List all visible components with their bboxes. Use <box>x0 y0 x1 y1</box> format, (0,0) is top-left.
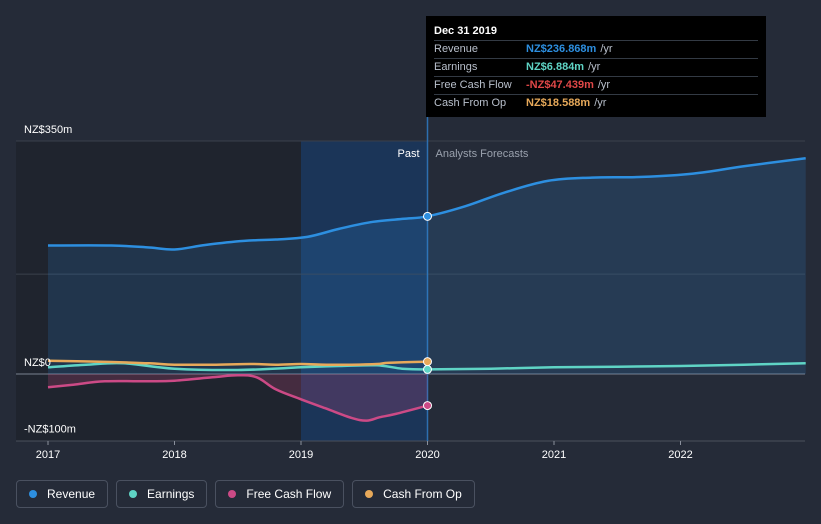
forecast-label: Analysts Forecasts <box>436 148 529 160</box>
tooltip-unit: /yr <box>594 97 607 109</box>
legend-item-earnings[interactable]: Earnings <box>116 480 208 508</box>
legend-dot-icon <box>228 490 237 498</box>
x-tick-label: 2017 <box>36 449 60 461</box>
labels-layer: NZ$350m NZ$0 -NZ$100m 2017 2018 2019 2020 2021 2… <box>24 124 693 461</box>
x-tick-label: 2022 <box>668 449 692 461</box>
tooltip-label: Free Cash Flow <box>434 79 512 91</box>
revenue-line <box>47 157 806 251</box>
past-label: Past <box>397 148 419 160</box>
legend-label: Revenue <box>47 487 96 501</box>
tooltip-label: Cash From Op <box>434 97 507 109</box>
legend-item-cash-from-op[interactable]: Cash From Op <box>352 480 475 508</box>
series-layer <box>47 157 806 422</box>
legend-label: Free Cash Flow <box>246 487 332 501</box>
x-tick-label: 2021 <box>542 449 566 461</box>
legend-item-revenue[interactable]: Revenue <box>16 480 109 508</box>
free-cash-flow-area <box>48 374 428 421</box>
legend-dot-icon <box>365 490 374 498</box>
legend-dot-icon <box>129 490 138 498</box>
tooltip-value: -NZ$47.439m <box>526 79 594 91</box>
tooltip-unit: /yr <box>600 43 613 55</box>
chart-background-layer <box>16 141 428 441</box>
cash-from-op-line <box>47 359 428 367</box>
past-highlight-shade <box>301 141 428 441</box>
y-tick-label: -NZ$100m <box>24 424 76 436</box>
x-tick-label: 2020 <box>415 449 439 461</box>
tooltip-row-cash-from-op: Cash From Op NZ$18.588m /yr <box>434 95 758 112</box>
tooltip-row-revenue: Revenue NZ$236.868m /yr <box>434 41 758 59</box>
tooltip: Dec 31 2019 Revenue NZ$236.868m /yr Earn… <box>426 16 766 117</box>
tooltip-unit: /yr <box>597 79 611 91</box>
legend: Revenue Earnings Free Cash Flow Cash Fro… <box>16 480 475 508</box>
free-cash-flow-line <box>47 374 428 422</box>
y-tick-label: NZ$0 <box>24 357 51 369</box>
legend-label: Earnings <box>147 487 195 501</box>
tooltip-value: NZ$6.884m <box>526 61 585 73</box>
free-cash-flow-point <box>423 401 432 411</box>
revenue-area <box>48 158 806 374</box>
tooltip-value: NZ$236.868m <box>526 43 597 55</box>
earnings-point <box>423 364 432 374</box>
legend-label: Cash From Op <box>383 487 462 501</box>
tooltip-label: Earnings <box>434 61 478 73</box>
tooltip-unit: /yr <box>588 61 601 73</box>
past-region-shade <box>16 141 301 441</box>
x-tick-label: 2019 <box>289 449 313 461</box>
tooltip-value: NZ$18.588m <box>526 97 591 109</box>
tooltip-row-free-cash-flow: Free Cash Flow -NZ$47.439m /yr <box>434 77 758 95</box>
tooltip-row-earnings: Earnings NZ$6.884m /yr <box>434 59 758 77</box>
y-tick-label: NZ$350m <box>24 124 72 136</box>
tooltip-label: Revenue <box>434 43 479 55</box>
x-tick-label: 2018 <box>162 449 186 461</box>
cash-from-op-point <box>423 357 432 367</box>
earnings-line <box>47 361 806 372</box>
tooltip-title: Dec 31 2019 <box>434 24 758 41</box>
legend-item-free-cash-flow[interactable]: Free Cash Flow <box>215 480 345 508</box>
revenue-point <box>423 211 432 221</box>
legend-dot-icon <box>29 490 37 498</box>
